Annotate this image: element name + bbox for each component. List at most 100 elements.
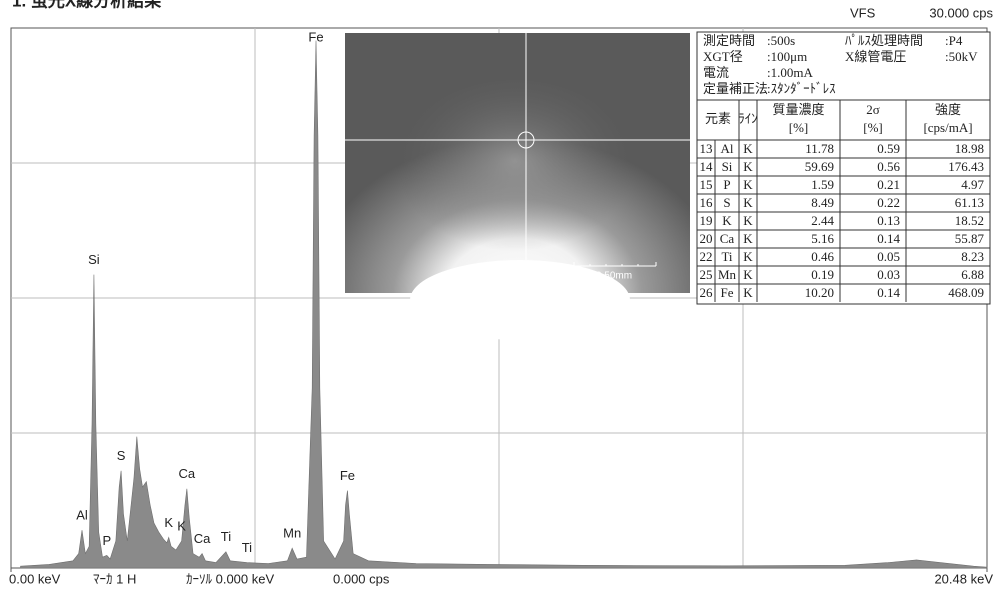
condition-label: XGT径 — [703, 49, 743, 64]
table-cell: 0.05 — [877, 249, 900, 264]
column-unit: [%] — [789, 120, 809, 135]
table-cell: K — [743, 159, 753, 174]
column-header: 強度 — [935, 102, 961, 117]
table-cell: 0.22 — [877, 195, 900, 210]
table-cell: 0.56 — [877, 159, 900, 174]
table-cell: 11.78 — [805, 141, 834, 156]
condition-value: :1.00mA — [767, 65, 813, 80]
table-cell: 19 — [700, 213, 713, 228]
table-cell: 4.97 — [961, 177, 984, 192]
column-header: ﾗｲﾝ — [738, 111, 758, 126]
condition-value: :P4 — [945, 33, 963, 48]
peak-label: K — [177, 518, 186, 533]
table-cell: 10.20 — [805, 285, 834, 300]
table-cell: 61.13 — [955, 195, 984, 210]
condition-value: :500s — [767, 33, 795, 48]
table-cell: 26 — [700, 285, 714, 300]
peak-label: K — [164, 515, 173, 530]
table-cell: 0.03 — [877, 267, 900, 282]
table-cell: Ca — [720, 231, 735, 246]
peak-label: Mn — [283, 526, 301, 541]
marker: ﾏｰｶ 1 H — [93, 571, 136, 586]
table-cell: K — [743, 213, 753, 228]
peak-label: Al — [76, 508, 88, 523]
peak-label: Ca — [194, 531, 211, 546]
table-cell: K — [743, 231, 753, 246]
peak-label: P — [102, 533, 111, 548]
peak-label: Fe — [340, 468, 355, 483]
table-cell: 0.14 — [877, 231, 900, 246]
table-cell: Fe — [721, 285, 734, 300]
table-cell: 20 — [700, 231, 713, 246]
table-cell: 6.88 — [961, 267, 984, 282]
peak-label: Ti — [242, 540, 252, 555]
table-cell: 16 — [700, 195, 714, 210]
table-cell: 8.49 — [811, 195, 834, 210]
table-cell: 55.87 — [955, 231, 985, 246]
table-cell: 25 — [700, 267, 713, 282]
table-cell: 176.43 — [948, 159, 984, 174]
peak-label: Si — [88, 252, 100, 267]
panel-frame — [697, 32, 990, 304]
table-cell: 0.13 — [877, 213, 900, 228]
table-cell: 15 — [700, 177, 713, 192]
table-cell: 18.52 — [955, 213, 984, 228]
table-cell: Ti — [721, 249, 732, 264]
image-haze — [395, 80, 635, 260]
table-cell: K — [743, 141, 753, 156]
table-cell: 0.46 — [811, 249, 834, 264]
x-tick-label: 0.00 keV — [9, 571, 61, 586]
peak-label: S — [117, 448, 126, 463]
condition-label: X線管電圧 — [845, 49, 906, 64]
peak-label: Ca — [179, 466, 196, 481]
y-tick-label: 30.000 cps — [929, 5, 993, 20]
results-panel: 測定時間 :500s ﾊﾟﾙｽ処理時間 :P4 XGT径 :100μm X線管電圧 :50kV… — [697, 32, 990, 304]
peak-label: Ti — [221, 529, 231, 544]
table-cell: 18.98 — [955, 141, 984, 156]
table-cell: 14 — [700, 159, 714, 174]
sample-image: 0.50mm — [345, 33, 690, 340]
table-cell: K — [743, 249, 753, 264]
column-header: 元素 — [705, 111, 731, 126]
condition-value: :ｽﾀﾝﾀﾞｰﾄﾞﾚｽ — [767, 81, 836, 96]
table-cell: 2.44 — [811, 213, 834, 228]
table-cell: 5.16 — [811, 231, 834, 246]
table-cell: K — [743, 177, 753, 192]
table-cell: 59.69 — [805, 159, 834, 174]
table-cell: Al — [721, 141, 734, 156]
condition-label: 測定時間 — [703, 33, 755, 48]
cursor: ｶｰｿﾙ 0.000 keV — [186, 571, 274, 586]
table-cell: 0.21 — [877, 177, 900, 192]
condition-label: ﾊﾟﾙｽ処理時間 — [845, 33, 923, 48]
scale-label: 0.50mm — [596, 271, 632, 282]
table-cell: 22 — [700, 249, 713, 264]
page: 1. 蛍光X線分析結果 VFS 0.50mm 測定時間 :500s ﾊﾟﾙｽ処理時間… — [0, 0, 996, 595]
table-cell: K — [722, 213, 732, 228]
chart: 1. 蛍光X線分析結果 VFS 0.50mm 測定時間 :500s ﾊﾟﾙｽ処理時間… — [0, 0, 996, 595]
cursor-value: 0.000 cps — [333, 571, 390, 586]
column-unit: [%] — [863, 120, 883, 135]
table-cell: K — [743, 195, 753, 210]
table-cell: Si — [722, 159, 733, 174]
vfs-label: VFS — [850, 5, 876, 20]
table-cell: 0.59 — [877, 141, 900, 156]
table-cell: 13 — [700, 141, 713, 156]
table-cell: 1.59 — [811, 177, 834, 192]
status-bar: ﾏｰｶ 1 H ｶｰｿﾙ 0.000 keV 0.000 cps — [93, 571, 390, 586]
condition-label: 電流 — [703, 65, 729, 80]
table-cell: Mn — [718, 267, 737, 282]
table-cell: K — [743, 267, 753, 282]
column-header: 質量濃度 — [772, 102, 824, 117]
condition-value: :100μm — [767, 49, 807, 64]
column-unit: [cps/mA] — [923, 120, 972, 135]
page-title: 1. 蛍光X線分析結果 — [12, 0, 161, 10]
condition-label: 定量補正法 — [703, 81, 768, 96]
column-header: 2σ — [866, 102, 880, 117]
table-cell: K — [743, 285, 753, 300]
table-cell: 8.23 — [961, 249, 984, 264]
peak-label: Fe — [308, 29, 323, 44]
table-cell: S — [723, 195, 730, 210]
condition-value: :50kV — [945, 49, 978, 64]
x-tick-label: 20.48 keV — [934, 571, 993, 586]
table-cell: 468.09 — [948, 285, 984, 300]
